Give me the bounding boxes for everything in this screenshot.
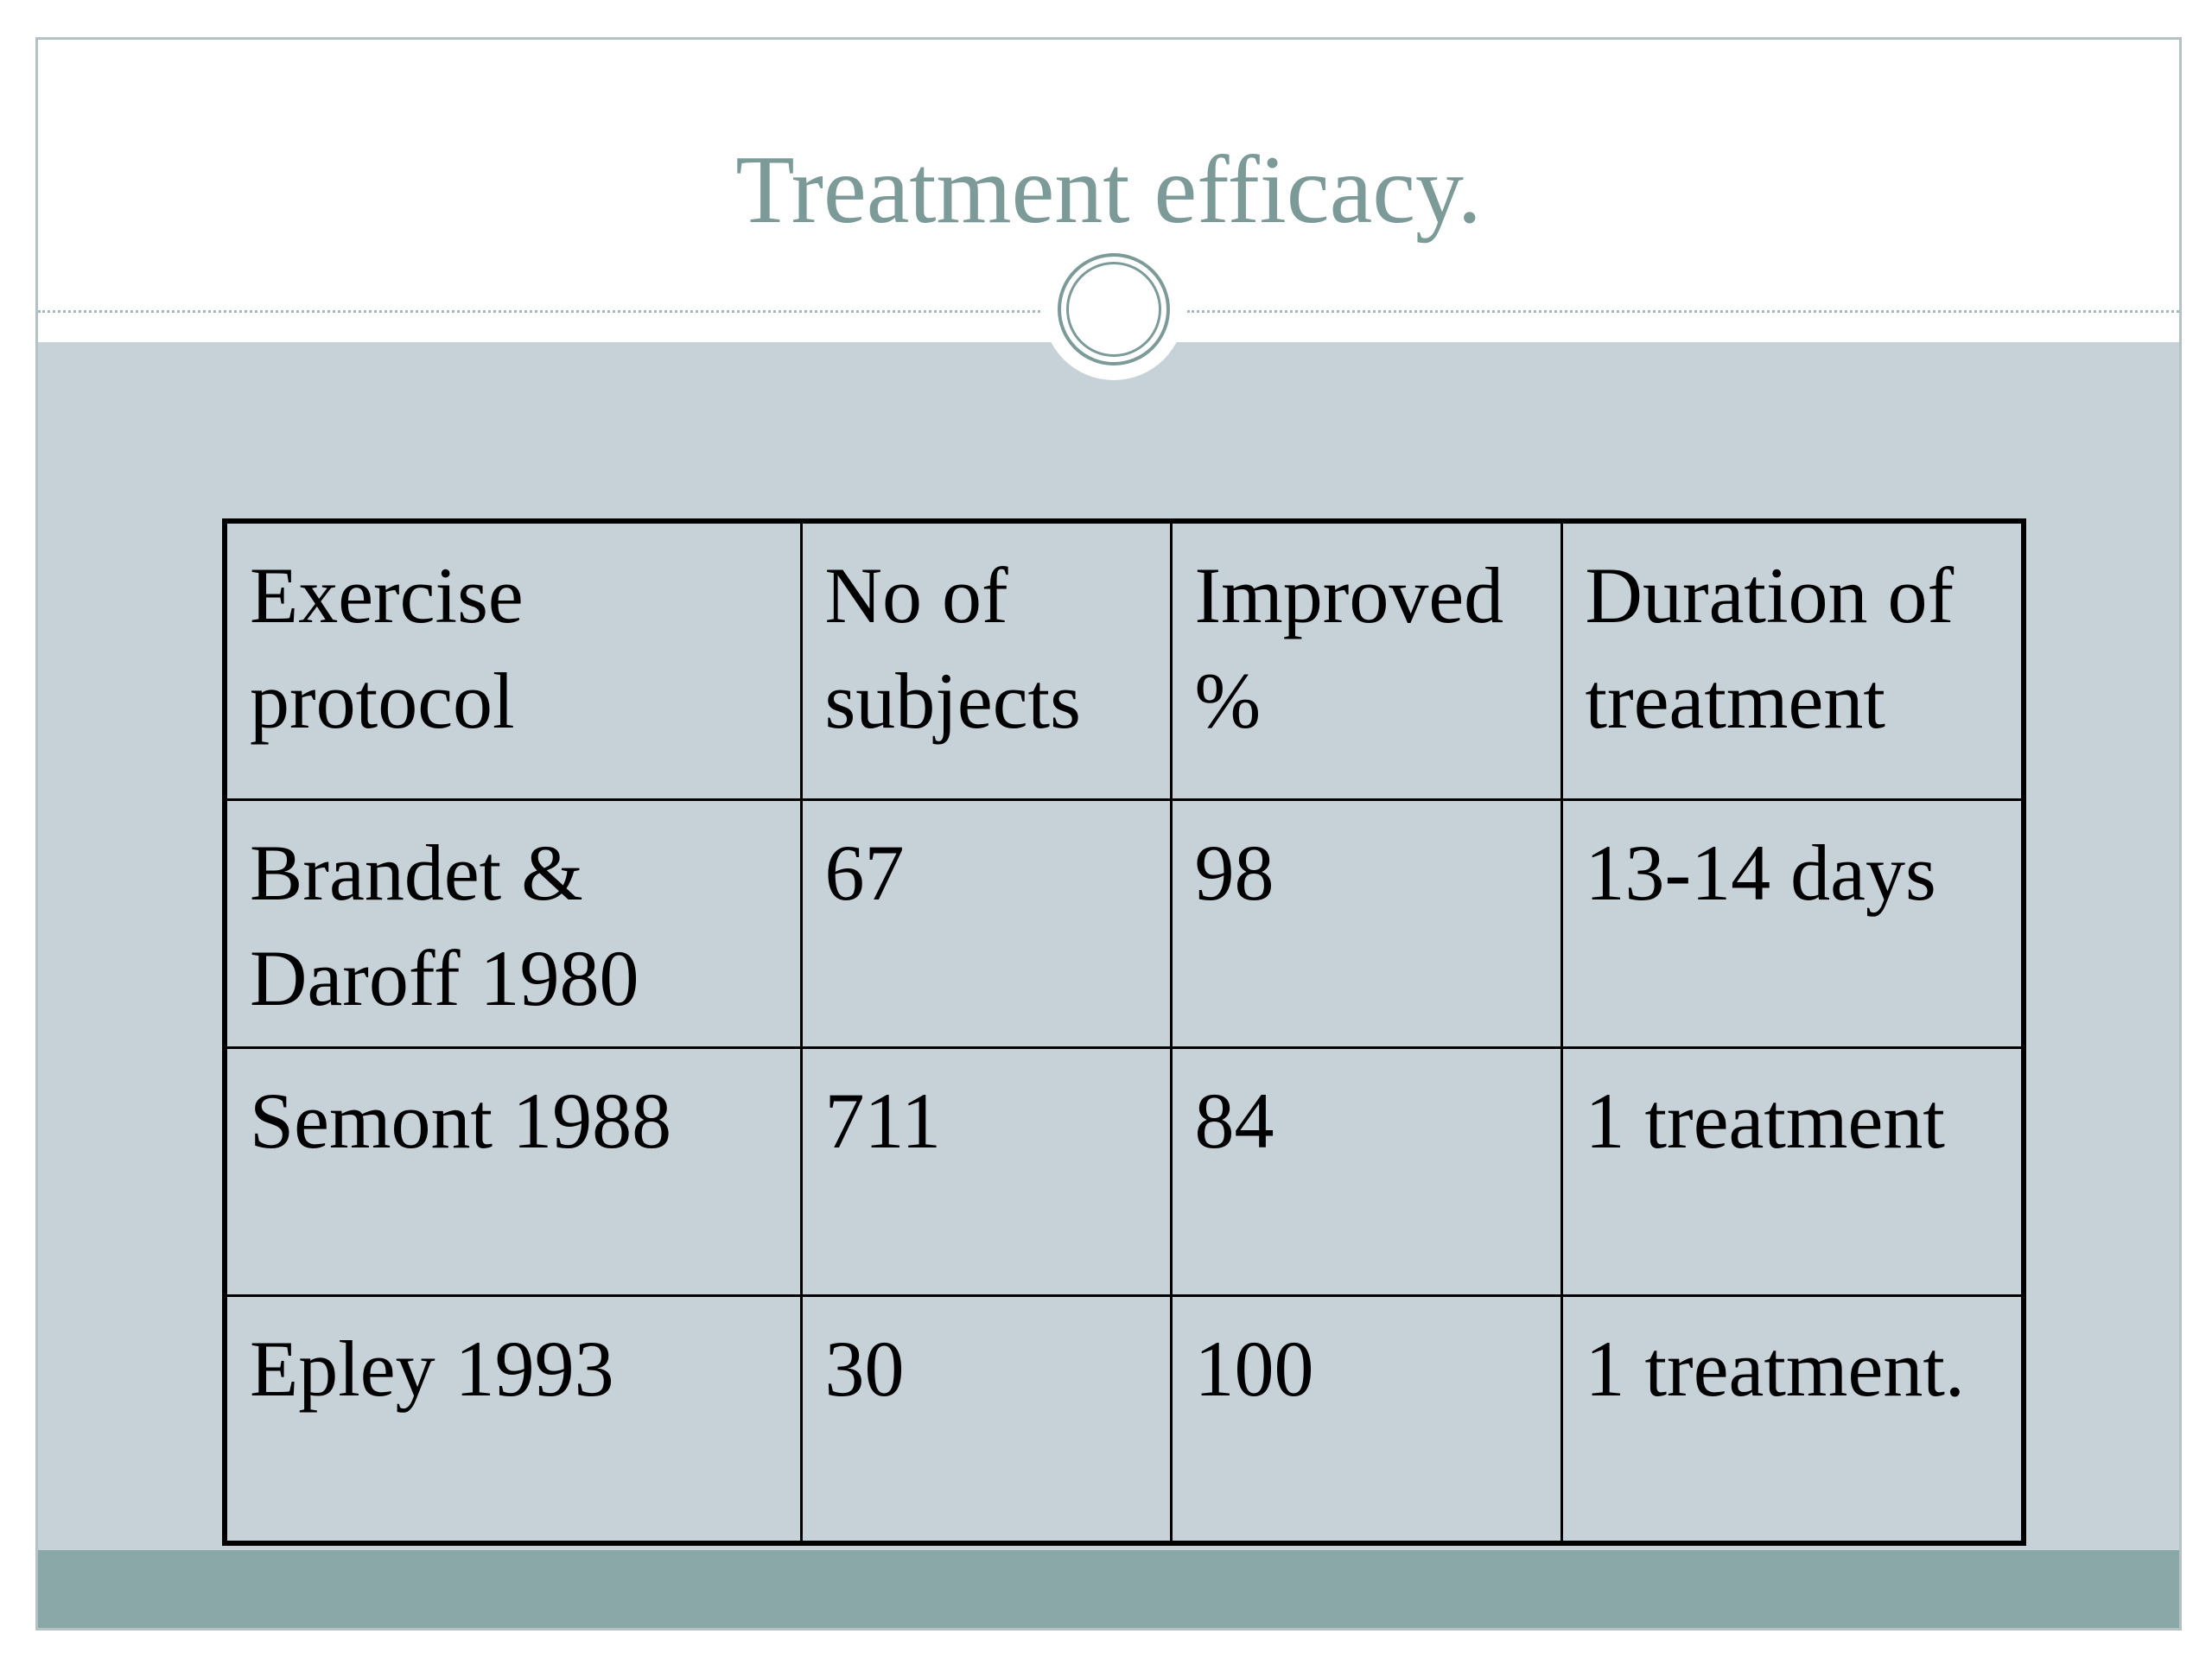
header-divider-right (1187, 310, 2179, 313)
slide: Treatment efficacy. Exercise protocol No… (35, 37, 2182, 1630)
table-cell-duration: 1 treatment (1560, 1046, 2025, 1297)
table-cell-duration: 1 treatment. (1560, 1294, 2025, 1545)
header-cell-no-of-subjects: No of subjects (799, 519, 1173, 801)
treatment-efficacy-table: Exercise protocol No of subjects Improve… (222, 518, 2026, 1546)
header-text: Improved % (1194, 551, 1504, 745)
cell-text: 30 (824, 1324, 905, 1413)
header-cell-duration: Duration of treatment (1560, 519, 2025, 801)
cell-text: 711 (824, 1076, 942, 1165)
header-divider-left (38, 310, 1040, 313)
cell-text: 67 (824, 828, 905, 917)
header-text: No of subjects (824, 551, 1081, 745)
table-cell-subjects: 30 (799, 1294, 1173, 1545)
table-cell-improved: 100 (1169, 1294, 1563, 1545)
cell-text: Semont 1988 (250, 1076, 672, 1165)
header-text: Duration of treatment (1585, 551, 1955, 745)
table-cell-protocol: Brandet & Daroff 1980 (223, 798, 803, 1049)
slide-footer-band (38, 1550, 2179, 1628)
table-cell-subjects: 67 (799, 798, 1173, 1049)
table-row: Brandet & Daroff 1980 67 98 13-14 days (223, 798, 2025, 1049)
cell-text: 100 (1194, 1324, 1314, 1413)
table-cell-protocol: Semont 1988 (223, 1046, 803, 1297)
cell-text: 84 (1194, 1076, 1274, 1165)
cell-text: Epley 1993 (250, 1324, 614, 1413)
header-cell-exercise-protocol: Exercise protocol (223, 519, 803, 801)
table-cell-duration: 13-14 days (1560, 798, 2025, 1049)
header-cell-improved-percent: Improved % (1169, 519, 1563, 801)
cell-text: 1 treatment (1585, 1076, 1945, 1165)
circle-ornament-inner-ring (1066, 262, 1161, 357)
table-row: Epley 1993 30 100 1 treatment. (223, 1294, 2025, 1545)
slide-title: Treatment efficacy. (735, 137, 1482, 244)
cell-text: 13-14 days (1585, 828, 1936, 917)
header-text: Exercise protocol (250, 551, 524, 745)
cell-text: 98 (1194, 828, 1274, 917)
table-header-row: Exercise protocol No of subjects Improve… (223, 519, 2025, 801)
table-cell-improved: 84 (1169, 1046, 1563, 1297)
table-cell-protocol: Epley 1993 (223, 1294, 803, 1545)
cell-text: 1 treatment. (1585, 1324, 1965, 1413)
table-cell-subjects: 711 (799, 1046, 1173, 1297)
table-row: Semont 1988 711 84 1 treatment (223, 1046, 2025, 1297)
cell-text: Brandet & Daroff 1980 (250, 828, 639, 1022)
table-cell-improved: 98 (1169, 798, 1563, 1049)
